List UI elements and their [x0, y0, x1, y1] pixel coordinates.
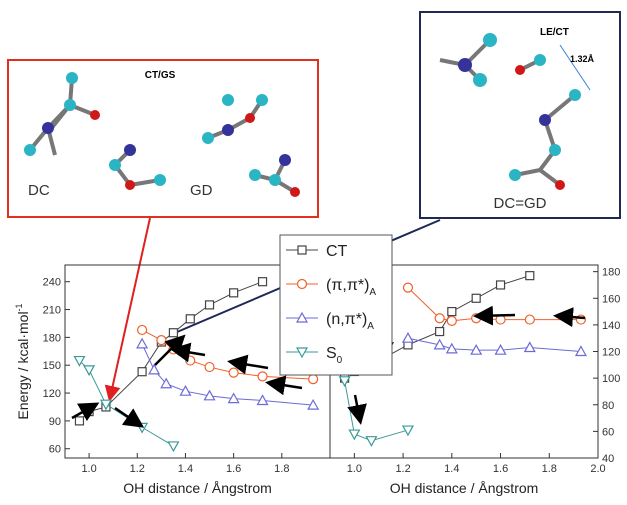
marker	[205, 363, 214, 372]
marker	[206, 301, 214, 309]
figure: CT/GS DC GD LE/CT 1.32Å DC=GD 1.0 1.2 1.4 1…	[0, 0, 627, 500]
x-tick-label: 1.4	[178, 463, 193, 475]
x-tick-label: 1.0	[81, 463, 96, 475]
inset-label: GD	[190, 182, 213, 199]
legend-marker	[298, 246, 306, 254]
y-axis-label-text: Energy / kcal·mol	[15, 311, 31, 419]
marker	[138, 368, 146, 376]
marker	[403, 283, 412, 292]
x-tick-label: 1.2	[395, 463, 410, 475]
marker	[309, 375, 318, 384]
marker	[230, 289, 238, 297]
marker	[403, 333, 413, 342]
inset-ct-gs: CT/GS DC GD	[8, 60, 318, 217]
y-tick-label: 80	[602, 400, 614, 412]
y-tick-label: 160	[602, 293, 620, 305]
marker	[525, 315, 534, 324]
y-tick-label: 140	[602, 320, 620, 332]
marker	[366, 437, 376, 446]
inset-le-ct: LE/CT 1.32Å DC=GD	[420, 12, 620, 218]
marker	[149, 365, 159, 374]
marker	[180, 386, 190, 395]
x-tick-label: 1.8	[274, 463, 289, 475]
x-tick-label: 1.0	[347, 463, 362, 475]
inset-title: LE/CT	[540, 27, 569, 38]
y-tick-label: 180	[602, 267, 620, 279]
y-axis-label-sup: -1	[14, 303, 24, 311]
marker	[258, 372, 267, 381]
y-tick-label: 180	[43, 332, 61, 344]
marker	[168, 442, 178, 451]
series-line	[408, 338, 581, 351]
x-tick-label: 1.2	[130, 463, 145, 475]
legend-label: CT	[326, 243, 348, 260]
y-tick-label: 90	[49, 416, 61, 428]
legend-sub: A	[367, 321, 374, 332]
marker	[435, 314, 444, 323]
y-tick-label: 60	[602, 426, 614, 438]
y-tick-label: 60	[49, 444, 61, 456]
y-tick-label: 100	[602, 373, 620, 385]
legend-name: (n,π*)	[326, 311, 367, 328]
distance-label: 1.32Å	[570, 54, 595, 64]
y-tick-label: 120	[602, 347, 620, 359]
legend-name: (π,π*)	[326, 277, 369, 294]
marker	[448, 308, 456, 316]
y-tick-label: 240	[43, 277, 61, 289]
marker	[229, 368, 238, 377]
y-tick-label: 150	[43, 360, 61, 372]
legend-sub: A	[369, 287, 376, 298]
legend-name: S	[326, 345, 337, 362]
x-tick-label: 1.8	[542, 463, 557, 475]
marker	[447, 316, 456, 325]
marker	[169, 329, 177, 337]
y-tick-label: 40	[602, 453, 614, 465]
x-tick-label: 1.6	[493, 463, 508, 475]
marker	[75, 417, 83, 425]
x-tick-label: 1.4	[444, 463, 459, 475]
legend-name: CT	[326, 243, 348, 260]
x-axis-label: OH distance / Ångstrom	[123, 480, 272, 496]
legend: CT(π,π*)A(n,π*)AS0	[280, 235, 392, 375]
inset-label: DC	[28, 182, 50, 199]
marker	[138, 325, 147, 334]
marker	[349, 430, 359, 439]
x-axis-label: OH distance / Ångstrom	[390, 480, 539, 496]
marker	[259, 278, 267, 286]
marker	[497, 281, 505, 289]
y-axis-label: Energy / kcal·mol-1	[14, 303, 31, 419]
marker	[472, 294, 480, 302]
y-tick-label: 120	[43, 388, 61, 400]
marker	[137, 339, 147, 348]
marker	[436, 328, 444, 336]
marker	[525, 343, 535, 352]
inset-title: CT/GS	[145, 70, 176, 81]
marker	[157, 336, 166, 345]
marker	[526, 272, 534, 280]
marker	[186, 315, 194, 323]
y-tick-label: 210	[43, 305, 61, 317]
legend-sub: 0	[337, 355, 343, 366]
x-tick-label: 1.6	[226, 463, 241, 475]
marker	[84, 366, 94, 375]
marker	[447, 344, 457, 353]
marker	[186, 356, 195, 365]
legend-marker	[298, 280, 307, 289]
inset-label: DC=GD	[494, 195, 547, 212]
